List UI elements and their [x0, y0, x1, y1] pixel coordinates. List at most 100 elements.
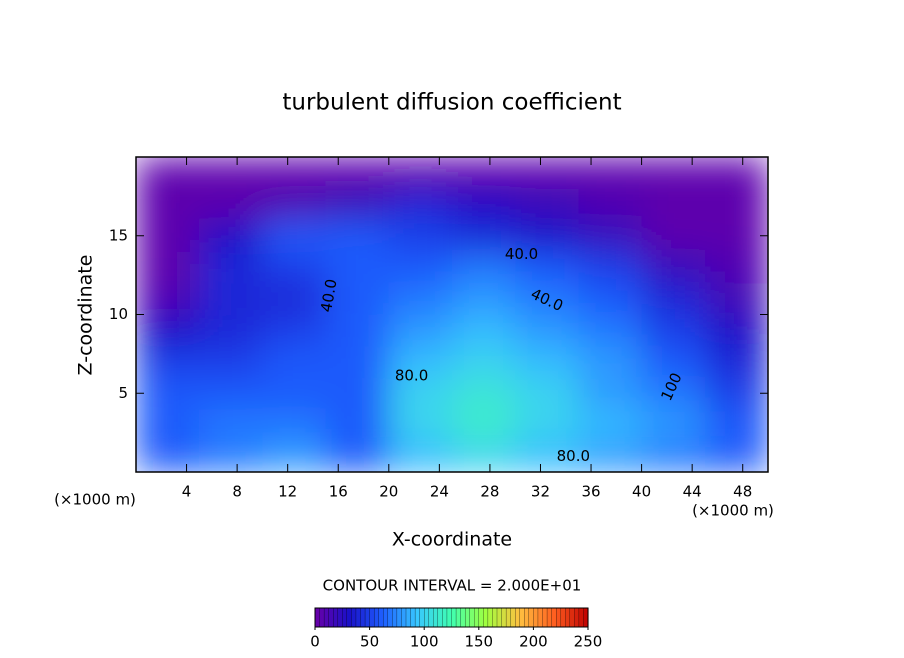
heat-cell	[704, 377, 768, 410]
colorbar-swatch	[369, 607, 375, 628]
heat-cell	[641, 409, 706, 441]
colorbar-swatch	[519, 607, 525, 628]
heat-cell	[199, 157, 263, 189]
heat-cell	[199, 346, 263, 378]
heat-cell	[515, 314, 579, 347]
heat-cell	[452, 409, 516, 441]
colorbar-swatch	[565, 607, 571, 628]
heat-cell	[704, 283, 768, 315]
heat-cell	[515, 440, 579, 472]
heat-cell	[641, 440, 706, 472]
heat-cell	[452, 220, 516, 252]
colorbar-swatch	[433, 607, 439, 628]
heat-cell	[578, 157, 643, 189]
heat-cell	[578, 409, 643, 441]
contour-label: 80.0	[395, 366, 428, 384]
heat-cell	[136, 251, 200, 284]
heat-cell	[641, 283, 706, 315]
heat-cell	[578, 314, 643, 347]
heat-cell	[325, 409, 390, 441]
heat-cell	[388, 188, 453, 221]
contour-label: 40.0	[317, 278, 341, 314]
colorbar-tick-label: 200	[519, 633, 548, 651]
colorbar-swatch	[419, 607, 425, 628]
heat-cell	[515, 220, 579, 252]
heat-cell	[136, 314, 200, 347]
y-tick-label: 5	[118, 384, 128, 402]
colorbar-swatch	[524, 607, 530, 628]
heat-cell	[136, 188, 200, 221]
contour-label: 40.0	[505, 245, 538, 263]
colorbar-swatch	[387, 607, 393, 628]
colorbar-swatch	[437, 607, 443, 628]
heat-cell	[452, 314, 516, 347]
colorbar-swatch	[401, 607, 407, 628]
heat-cell	[704, 251, 768, 284]
heat-cell	[199, 283, 263, 315]
heat-cell	[199, 188, 263, 221]
colorbar-swatch	[342, 607, 348, 628]
heat-cell	[452, 440, 516, 472]
colorbar-swatch	[537, 607, 544, 628]
colorbar-swatch	[560, 607, 566, 628]
heat-cell	[388, 346, 453, 378]
heat-cell	[388, 440, 453, 472]
contour-label: 80.0	[557, 447, 590, 465]
colorbar-swatch	[360, 607, 366, 628]
colorbar-swatch	[510, 607, 516, 628]
heat-cell	[515, 377, 579, 410]
heat-cell	[262, 188, 327, 221]
colorbar	[314, 607, 589, 628]
colorbar-tick-label: 150	[464, 633, 493, 651]
heat-cell	[578, 251, 643, 284]
heat-cell	[641, 346, 706, 378]
heat-cell	[452, 157, 516, 189]
colorbar-swatch	[569, 607, 575, 628]
x-tick-label: 36	[581, 483, 600, 501]
colorbar-swatch	[383, 607, 389, 628]
footer-note: CONTOUR INTERVAL = 2.000E+01	[323, 577, 582, 595]
heat-cell	[641, 251, 706, 284]
colorbar-swatch	[455, 607, 462, 628]
heat-cell	[641, 314, 706, 347]
heat-cell	[578, 377, 643, 410]
heat-cell	[199, 251, 263, 284]
heat-cell	[578, 220, 643, 252]
heat-cell	[325, 157, 390, 189]
colorbar-swatch	[442, 607, 448, 628]
heat-cell	[515, 283, 579, 315]
x-tick-label: 16	[329, 483, 348, 501]
heat-cell	[325, 220, 390, 252]
heat-cell	[262, 440, 327, 472]
heat-cell	[578, 283, 643, 315]
heat-cell	[199, 409, 263, 441]
heat-cell	[199, 440, 263, 472]
colorbar-swatch	[337, 607, 343, 628]
chart-title: turbulent diffusion coefficient	[282, 90, 621, 116]
colorbar-swatch	[528, 607, 534, 628]
heat-cell	[325, 377, 390, 410]
heat-cell	[515, 409, 579, 441]
colorbar-swatch	[474, 607, 480, 628]
heat-cell	[578, 188, 643, 221]
heat-cell	[136, 220, 200, 252]
heat-cell	[515, 346, 579, 378]
colorbar-swatch	[355, 607, 362, 628]
heat-cell	[641, 188, 706, 221]
heat-cell	[262, 377, 327, 410]
colorbar-swatch	[451, 607, 457, 628]
heat-cell	[325, 188, 390, 221]
heat-cell	[136, 157, 200, 189]
colorbar-swatch	[410, 607, 416, 628]
heat-cell	[641, 220, 706, 252]
heat-cell	[704, 157, 768, 189]
colorbar-frame	[314, 607, 589, 628]
heat-cell	[704, 220, 768, 252]
x-tick-label: 12	[278, 483, 297, 501]
heat-cell	[704, 409, 768, 441]
colorbar-swatch	[515, 607, 521, 628]
x-tick-label: 32	[531, 483, 550, 501]
colorbar-swatch	[373, 607, 380, 628]
heat-cell	[452, 251, 516, 284]
heat-cell	[325, 251, 390, 284]
